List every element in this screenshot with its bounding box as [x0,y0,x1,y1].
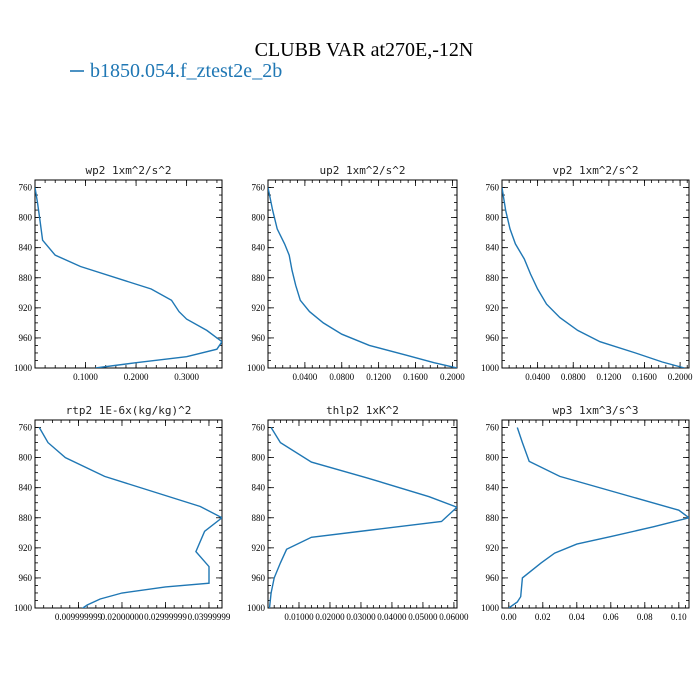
plot-frame [267,419,458,609]
x-tick-label: 0.02 [535,612,551,622]
y-tick-label: 880 [252,513,266,523]
y-tick-label: 800 [19,453,33,463]
panels-group: wp2 1xm^2/s^276080084088092096010000.100… [14,164,693,622]
x-tick-label: 0.04 [569,612,585,622]
panel-title: rtp2 1E-6x(kg/kg)^2 [66,404,192,417]
y-tick-label: 840 [19,483,33,493]
x-tick-label: 0.06 [603,612,619,622]
plot-frame [501,419,690,609]
y-tick-label: 1000 [247,363,266,373]
y-tick-label: 760 [252,423,266,433]
x-tick-label: 0.02000000 [101,612,144,622]
panel-3: vp2 1xm^2/s^2 760 800 840 880 920 960 1000 0.040… [481,164,693,382]
x-tick-label: 0.00 [501,612,517,622]
series-line-1 [268,187,457,368]
y-tick-label: 760 [486,183,500,193]
y-tick-label: 960 [19,333,33,343]
y-tick-label: 760 [19,423,33,433]
y-tick-label: 1000 [247,603,266,613]
y-tick-label: 960 [252,573,266,583]
x-tick-label: 0.06000 [439,612,469,622]
y-tick-label: 920 [252,543,266,553]
y-tick-label: 840 [486,243,500,253]
x-tick-label: 0.02000 [315,612,345,622]
y-tick-label: 880 [486,273,500,283]
series-line-1 [502,187,685,368]
x-tick-label: 0.1000 [73,372,98,382]
figure-title: CLUBB VAR at270E,-12N [255,39,474,61]
y-tick-label: 920 [252,303,266,313]
x-tick-label: 0.03999999 [188,612,231,622]
x-tick-label: 0.0400 [293,372,318,382]
x-tick-label: 0.0400 [525,372,550,382]
x-tick-label: 0.1600 [632,372,657,382]
panel-4: rtp2 1E-6x(kg/kg)^2 760 800 840 880 920 960 100… [14,404,231,622]
y-tick-label: 880 [19,513,33,523]
plot-frame [34,419,223,609]
plot-frame [501,179,690,369]
panel-1: wp2 1xm^2/s^2 760 800 840 880 920 960 1000 0.100… [14,164,223,382]
x-tick-label: 0.03000 [346,612,376,622]
y-tick-label: 800 [252,213,266,223]
y-tick-label: 840 [486,483,500,493]
x-tick-label: 0.009999999 [55,612,103,622]
y-tick-label: 920 [486,543,500,553]
series-line-1 [508,427,689,608]
y-tick-label: 760 [486,423,500,433]
y-tick-label: 800 [486,213,500,223]
y-tick-label: 960 [19,573,33,583]
plot-frame [34,179,223,369]
y-tick-label: 960 [486,333,500,343]
y-tick-label: 840 [19,243,33,253]
x-tick-label: 0.02999999 [144,612,187,622]
y-tick-label: 880 [252,273,266,283]
y-tick-label: 1000 [481,363,500,373]
y-tick-label: 920 [486,303,500,313]
y-tick-label: 880 [19,273,33,283]
y-tick-label: 760 [252,183,266,193]
x-tick-label: 0.1600 [403,372,428,382]
y-tick-label: 920 [19,303,33,313]
panel-title: wp3 1xm^3/s^3 [552,404,638,417]
panel-2: up2 1xm^2/s^2 760 800 840 880 920 960 1000 0.040… [247,164,465,382]
y-tick-label: 1000 [481,603,500,613]
x-tick-label: 0.1200 [366,372,391,382]
panel-5: thlp2 1xK^2 760 800 840 880 920 960 1000 0.01000… [247,404,469,622]
y-tick-label: 840 [252,483,266,493]
series-line-1 [268,427,457,608]
y-tick-label: 920 [19,543,33,553]
y-tick-label: 1000 [14,363,33,373]
x-tick-label: 0.08 [637,612,653,622]
y-tick-label: 840 [252,243,266,253]
plot-frame [267,179,458,369]
x-tick-label: 0.04000 [377,612,407,622]
y-tick-label: 800 [486,453,500,463]
y-tick-label: 880 [486,513,500,523]
panel-title: thlp2 1xK^2 [326,404,399,417]
y-tick-label: 800 [252,453,266,463]
panel-title: wp2 1xm^2/s^2 [85,164,171,177]
x-tick-label: 0.1200 [596,372,621,382]
x-tick-label: 0.05000 [408,612,438,622]
x-tick-label: 0.2000 [124,372,149,382]
x-tick-label: 0.2000 [440,372,465,382]
y-tick-label: 1000 [14,603,33,613]
series-line-1 [35,187,222,368]
y-tick-label: 800 [19,213,33,223]
series-line-1 [38,427,222,608]
y-tick-label: 960 [486,573,500,583]
x-tick-label: 0.0800 [329,372,354,382]
panel-title: up2 1xm^2/s^2 [319,164,405,177]
panel-title: vp2 1xm^2/s^2 [552,164,638,177]
x-tick-label: 0.0800 [561,372,586,382]
x-tick-label: 0.10 [671,612,687,622]
y-tick-label: 960 [252,333,266,343]
x-tick-label: 0.01000 [284,612,314,622]
y-tick-label: 760 [19,183,33,193]
x-tick-label: 0.3000 [174,372,199,382]
legend-label: b1850.054.f_ztest2e_2b [90,60,282,82]
x-tick-label: 0.2000 [668,372,693,382]
